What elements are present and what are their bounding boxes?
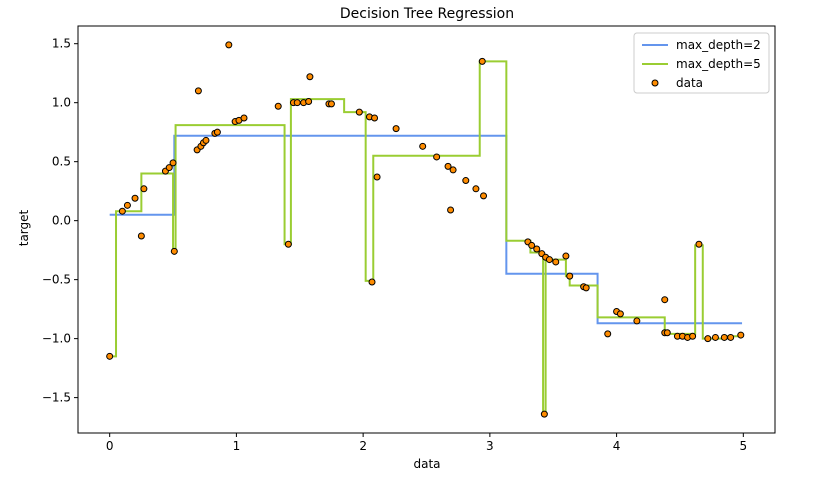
data-point [170, 247, 178, 255]
data-point [169, 159, 177, 167]
data-point [478, 57, 486, 65]
legend-label: max_depth=5 [676, 57, 761, 71]
data-point [533, 245, 541, 253]
x-tick-label: 4 [613, 439, 621, 453]
y-axis-label: target [17, 209, 31, 246]
y-tick-label: −0.5 [42, 273, 71, 287]
plot-area [106, 41, 745, 418]
data-point [202, 136, 210, 144]
data-point [562, 252, 570, 260]
data-point [661, 296, 669, 304]
data-point [106, 352, 114, 360]
data-point [274, 102, 282, 110]
x-tick-label: 5 [739, 439, 747, 453]
data-point [225, 41, 233, 49]
legend-point-marker [651, 79, 659, 87]
data-point [165, 164, 173, 172]
data-point [545, 256, 553, 264]
y-tick-label: 0.0 [52, 214, 71, 228]
data-point [140, 185, 148, 193]
data-point [293, 99, 301, 107]
data-point [633, 317, 641, 325]
data-point [616, 310, 624, 318]
data-point [194, 87, 202, 95]
data-point [604, 330, 612, 338]
data-point [663, 329, 671, 337]
data-point [118, 207, 126, 215]
y-tick-label: 0.5 [52, 155, 71, 169]
data-point [711, 333, 719, 341]
legend-box [633, 32, 770, 94]
data-point [689, 332, 697, 340]
plot-layer [106, 41, 745, 418]
data-point [528, 241, 536, 249]
y-tick-label: 1.5 [52, 37, 71, 51]
x-axis-label: data [413, 457, 440, 471]
data-point [371, 114, 379, 122]
data-point [737, 331, 745, 339]
data-point [392, 125, 400, 133]
data-point [306, 73, 314, 81]
data-point [472, 185, 480, 193]
data-point [566, 272, 574, 280]
data-point [695, 240, 703, 248]
data-point [240, 114, 248, 122]
legend-label: max_depth=2 [676, 38, 761, 52]
data-point [540, 410, 548, 418]
x-tick-label: 3 [486, 439, 494, 453]
data-point [305, 98, 313, 105]
y-tick-label: −1.5 [42, 391, 71, 405]
legend-label: data [676, 76, 703, 90]
data-point [327, 100, 335, 108]
data-point [704, 335, 712, 343]
data-point [582, 284, 590, 292]
data-point [462, 177, 470, 185]
data-point [284, 240, 292, 248]
y-tick-label: −1.0 [42, 332, 71, 346]
data-point [552, 258, 560, 266]
x-tick-label: 1 [233, 439, 241, 453]
data-point [447, 206, 455, 214]
data-point [727, 333, 735, 341]
data-point [720, 333, 728, 341]
data-point [444, 162, 452, 170]
data-point [131, 194, 139, 202]
chart-title: Decision Tree Regression [340, 6, 514, 22]
data-point [433, 153, 441, 161]
data-point [373, 173, 381, 181]
data-point [137, 232, 145, 240]
data-point [449, 166, 457, 174]
x-tick-label: 0 [106, 439, 114, 453]
data-point [480, 192, 488, 200]
axes-frame [77, 25, 776, 434]
data-point [123, 201, 131, 209]
x-tick-label: 2 [359, 439, 367, 453]
data-point [419, 142, 427, 150]
axes-layer: 0 1 2 3 4 5 −1.5 −1.0 −0.5 0.0 0.5 1.0 1.5 [42, 25, 776, 453]
data-point [368, 278, 376, 286]
data-point [355, 108, 363, 116]
data-point [213, 128, 221, 136]
y-tick-label: 1.0 [52, 96, 71, 110]
